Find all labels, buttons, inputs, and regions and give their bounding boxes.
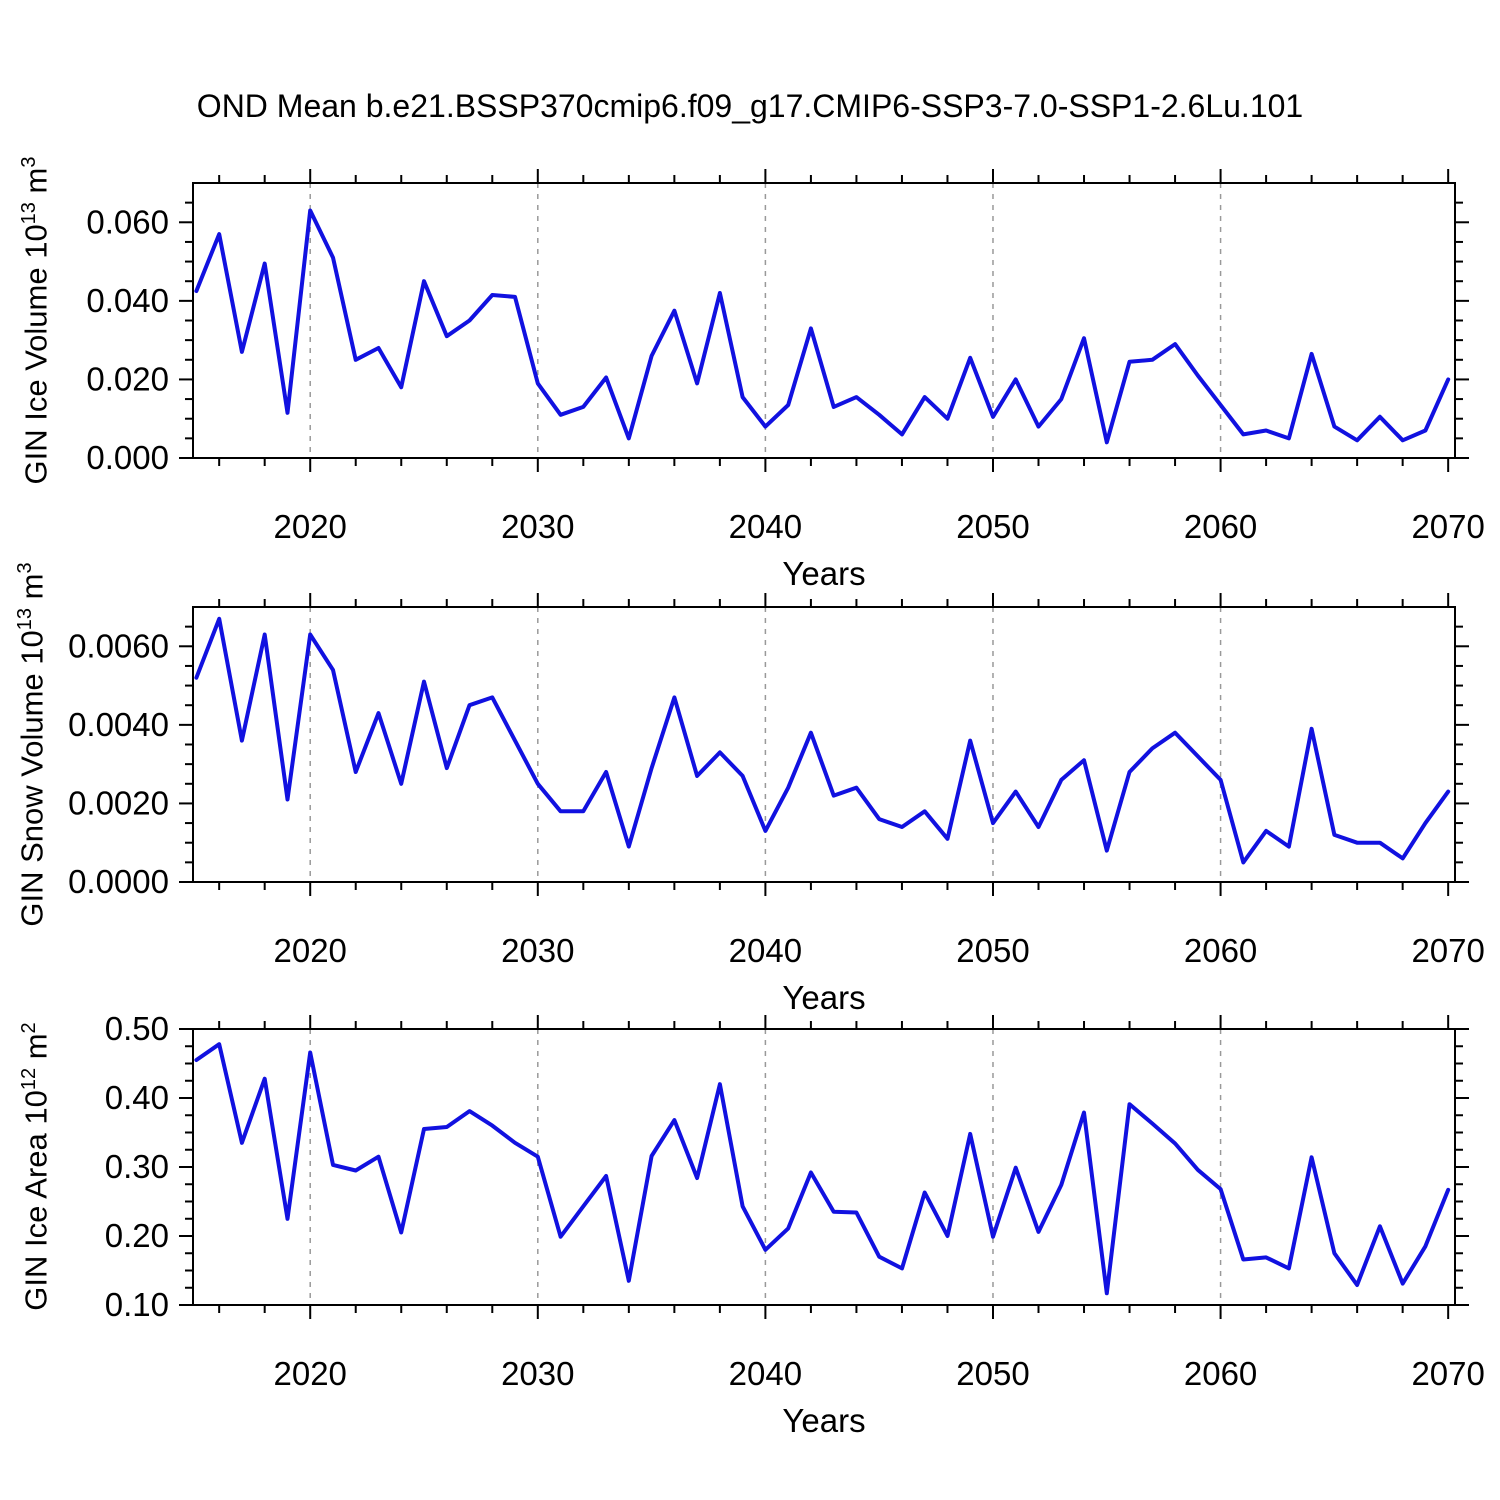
x-tick-label: 2050	[956, 508, 1029, 545]
x-tick-label: 2040	[729, 508, 802, 545]
x-tick-label: 2020	[273, 508, 346, 545]
y-tick-label: 0.20	[105, 1217, 169, 1254]
plot-frame	[192, 606, 1456, 883]
x-axis-label: Years	[782, 555, 865, 592]
x-tick-label: 2030	[501, 932, 574, 969]
x-tick-label: 2050	[956, 932, 1029, 969]
x-tick-label: 2070	[1411, 508, 1484, 545]
y-tick-label: 0.0060	[68, 627, 169, 664]
x-axis-label: Years	[782, 1402, 865, 1439]
gin-ice-area-line	[194, 1042, 1451, 1296]
y-tick-label: 0.0000	[68, 863, 169, 900]
x-axis-label: Years	[782, 979, 865, 1016]
y-tick-label: 0.50	[105, 1010, 169, 1047]
x-tick-label: 2020	[273, 1355, 346, 1392]
gin-snow-volume-line	[194, 616, 1451, 865]
chart-title: OND Mean b.e21.BSSP370cmip6.f09_g17.CMIP…	[196, 88, 1304, 124]
plot-frame	[192, 182, 1456, 459]
x-tick-label: 2030	[501, 1355, 574, 1392]
y-tick-label: 0.040	[86, 282, 169, 319]
x-tick-label: 2020	[273, 932, 346, 969]
y-tick-label: 0.30	[105, 1148, 169, 1185]
y-tick-label: 0.020	[86, 360, 169, 397]
y-tick-label: 0.0040	[68, 706, 169, 743]
x-tick-label: 2060	[1184, 932, 1257, 969]
gin-ice-volume-line	[194, 208, 1451, 445]
x-tick-label: 2030	[501, 508, 574, 545]
y-tick-label: 0.0020	[68, 784, 169, 821]
x-tick-label: 2070	[1411, 932, 1484, 969]
x-tick-label: 2040	[729, 932, 802, 969]
x-tick-label: 2060	[1184, 1355, 1257, 1392]
y-tick-label: 0.060	[86, 203, 169, 240]
x-tick-label: 2070	[1411, 1355, 1484, 1392]
x-tick-label: 2050	[956, 1355, 1029, 1392]
y-tick-label: 0.40	[105, 1079, 169, 1116]
x-tick-label: 2060	[1184, 508, 1257, 545]
y-tick-label: 0.000	[86, 439, 169, 476]
y-tick-label: 0.10	[105, 1286, 169, 1323]
x-tick-label: 2040	[729, 1355, 802, 1392]
